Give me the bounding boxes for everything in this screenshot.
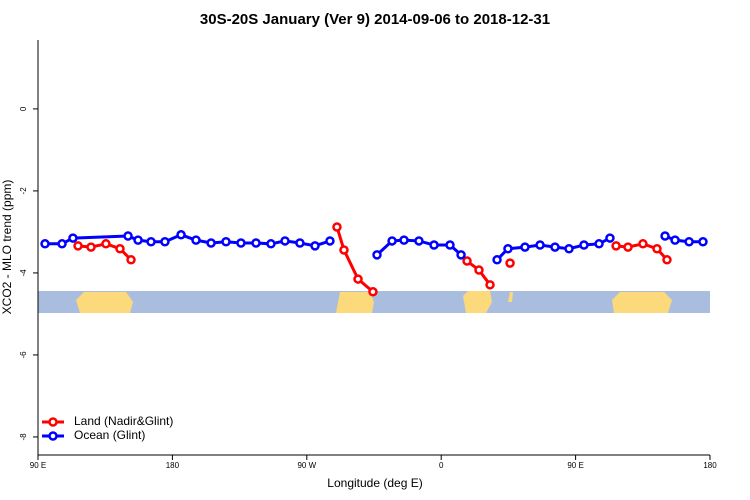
- data-point: [325, 236, 335, 246]
- data-point: [206, 238, 216, 248]
- data-point: [670, 235, 680, 245]
- data-point: [57, 239, 67, 249]
- data-point: [40, 239, 50, 249]
- chart-title: 30S-20S January (Ver 9) 2014-09-06 to 20…: [200, 11, 550, 28]
- data-point: [280, 236, 290, 246]
- data-point: [474, 265, 484, 275]
- data-point: [160, 237, 170, 247]
- data-point: [503, 243, 513, 254]
- data-point: [579, 240, 589, 250]
- land-blob: [508, 292, 513, 302]
- land-blob: [463, 291, 492, 313]
- data-point: [505, 258, 515, 268]
- data-point: [485, 280, 495, 290]
- data-point: [86, 242, 96, 252]
- data-point: [605, 233, 615, 243]
- y-tick-label: -2: [19, 187, 28, 195]
- legend-label: Land (Nadir&Glint): [74, 414, 173, 428]
- data-point: [684, 237, 694, 247]
- data-point: [520, 242, 530, 252]
- x-axis-title: Longitude (deg E): [327, 476, 422, 490]
- y-tick-label: -8: [19, 433, 28, 441]
- data-point: [638, 239, 648, 249]
- land-blob: [612, 292, 672, 313]
- x-tick-label: 0: [439, 461, 444, 470]
- data-point: [611, 241, 621, 251]
- x-tick-label: 180: [703, 461, 717, 470]
- data-point: [353, 274, 363, 284]
- data-point: [123, 231, 133, 241]
- legend-marker: [48, 417, 58, 427]
- data-point: [662, 255, 672, 265]
- data-point: [429, 240, 439, 250]
- data-point: [339, 245, 349, 255]
- data-point: [698, 237, 708, 247]
- data-point: [236, 238, 246, 248]
- map-strip: [38, 291, 710, 313]
- data-point: [456, 250, 466, 260]
- legend: Land (Nadir&Glint)Ocean (Glint): [42, 414, 173, 442]
- data-point: [445, 240, 455, 250]
- x-tick-label: 180: [166, 461, 180, 470]
- data-point: [251, 238, 261, 248]
- data-point: [68, 233, 78, 243]
- data-point: [660, 231, 670, 241]
- data-point: [101, 239, 111, 249]
- data-point: [652, 243, 662, 254]
- data-point: [176, 230, 186, 240]
- land-blob: [336, 292, 374, 313]
- data-point: [623, 242, 633, 252]
- data-point: [310, 241, 320, 251]
- data-point: [399, 235, 409, 245]
- data-point: [126, 255, 136, 265]
- data-point: [368, 287, 378, 297]
- data-point: [550, 242, 560, 252]
- x-tick-label: 90 W: [297, 461, 316, 470]
- data-point: [564, 243, 574, 254]
- series-line: [77, 226, 669, 293]
- data-point: [115, 243, 125, 254]
- data-point: [492, 255, 502, 265]
- y-tick-label: -6: [19, 351, 28, 359]
- data-point: [462, 256, 472, 266]
- data-point: [266, 239, 276, 249]
- data-point: [372, 250, 382, 260]
- data-point: [146, 237, 156, 247]
- y-tick-label: 0: [19, 106, 28, 111]
- y-axis-title: XCO2 - MLO trend (ppm): [0, 180, 14, 315]
- data-point: [191, 235, 201, 245]
- data-point: [594, 239, 604, 249]
- data-point: [387, 236, 397, 246]
- x-tick-label: 90 E: [567, 461, 583, 470]
- data-point: [73, 241, 83, 251]
- data-point: [414, 236, 424, 246]
- legend-marker: [48, 431, 58, 441]
- legend-label: Ocean (Glint): [74, 428, 145, 442]
- data-point: [133, 235, 143, 245]
- data-point: [221, 237, 231, 247]
- y-tick-label: -4: [19, 269, 28, 277]
- data-point: [332, 222, 342, 232]
- land-blob: [76, 292, 133, 313]
- data-point: [295, 238, 305, 248]
- data-point: [535, 240, 545, 250]
- x-tick-label: 90 E: [30, 461, 46, 470]
